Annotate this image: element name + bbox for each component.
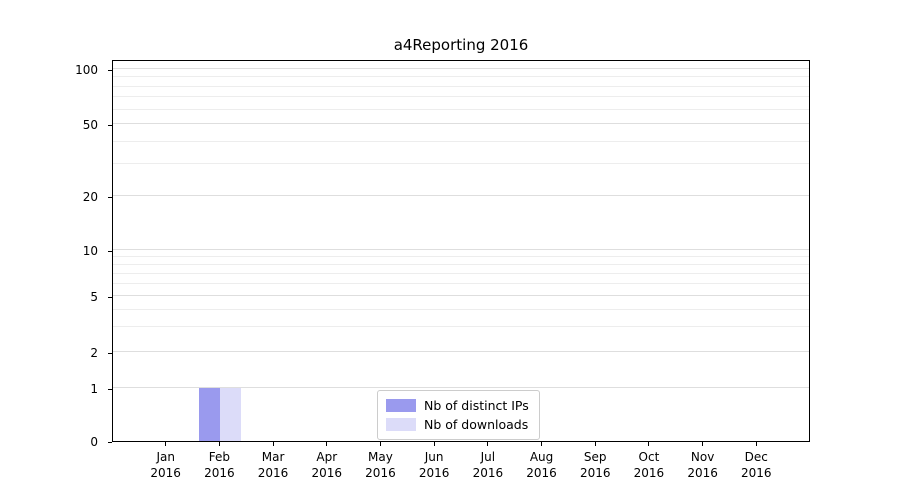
x-tick-mark [648,442,650,446]
x-tick-year: 2016 [204,466,235,480]
y-tick-mark [108,197,112,198]
y-axis: 0 1 2 5 10 20 50 100 [0,60,112,449]
y-tick-mark [108,70,112,71]
x-tick-year: 2016 [579,466,611,480]
plot-area: Nb of distinct IPs Nb of downloads [112,60,810,442]
x-tick-label: Apr 2016 [295,449,359,481]
y-tick-label: 2 [90,346,98,360]
y-tick-mark [108,353,112,354]
x-tick-year: 2016 [633,466,665,480]
x-tick-label: Sep 2016 [563,449,627,481]
x-tick-mark [379,442,381,446]
x-tick-month: May [368,450,393,464]
x-tick-month: Dec [744,450,768,464]
y-tick-label: 50 [82,118,98,132]
x-tick-mark [433,442,435,446]
y-gridline-major [113,387,809,388]
x-tick-month: Feb [208,450,230,464]
y-gridline-minor [113,256,809,257]
x-tick-year: 2016 [687,466,718,480]
y-gridline-minor [113,282,809,284]
y-gridline-minor [113,140,809,142]
x-tick-month: Nov [690,450,715,464]
x-tick-year: 2016 [257,466,289,480]
chart-title: a4Reporting 2016 [393,36,529,54]
x-tick-year: 2016 [472,466,504,480]
x-tick-year: 2016 [526,466,557,480]
y-tick-label: 100 [75,63,98,77]
x-axis: Jan 2016 Feb 2016 Mar 2016 Apr 2016 May 2016 Jun 20… [112,442,810,498]
x-tick-label: Dec 2016 [724,449,788,481]
x-tick-label: Feb 2016 [187,449,251,481]
y-gridline-minor [113,308,809,310]
y-tick-mark [108,251,112,252]
x-tick-month: Jan [156,450,175,464]
bar-series-1-month-1 [220,388,242,441]
x-tick-label: Aug 2016 [510,449,574,481]
x-tick-label: Oct 2016 [617,449,681,481]
legend-item-downloads: Nb of downloads [386,415,529,434]
y-gridline-minor [113,326,809,328]
y-gridline-minor [113,263,809,265]
x-tick-label: May 2016 [348,449,412,481]
x-tick-label: Nov 2016 [671,449,735,481]
legend-swatch-downloads [386,418,416,431]
x-tick-mark [755,442,757,446]
x-tick-month: Mar [261,450,285,464]
x-tick-label: Jun 2016 [402,449,466,481]
y-tick-label: 1 [90,382,98,396]
y-gridline-minor [113,85,809,87]
y-gridline-minor [113,163,809,165]
x-tick-mark [272,442,274,446]
legend-item-distinct-ips: Nb of distinct IPs [386,396,529,415]
y-gridline-major [113,68,809,69]
y-gridline-major [113,195,809,196]
x-tick-label: Jan 2016 [134,449,198,481]
x-tick-mark [594,442,596,446]
y-gridline-major [113,249,809,250]
x-tick-mark [541,442,543,446]
x-tick-month: Jun [424,450,444,464]
x-tick-mark [218,442,220,446]
y-gridline-major [113,295,809,296]
y-tick-label: 10 [82,244,98,258]
legend: Nb of distinct IPs Nb of downloads [377,390,540,440]
y-gridline-major [113,123,809,124]
legend-label-downloads: Nb of downloads [424,417,529,432]
x-tick-month: Aug [529,450,554,464]
y-gridline-minor [113,76,809,78]
y-gridline-minor [113,272,809,274]
x-tick-mark [326,442,328,446]
x-tick-label: Mar 2016 [241,449,305,481]
legend-swatch-distinct-ips [386,399,416,412]
legend-label-distinct-ips: Nb of distinct IPs [424,398,529,413]
y-tick-label: 20 [82,190,98,204]
y-gridline-minor [113,96,809,98]
y-tick-label: 5 [90,290,98,304]
x-tick-month: Apr [316,450,338,464]
x-tick-year: 2016 [311,466,343,480]
y-tick-label: 0 [90,435,98,449]
y-gridline-major [113,351,809,352]
x-tick-mark [487,442,489,446]
x-tick-label: Jul 2016 [456,449,520,481]
x-tick-mark [702,442,704,446]
x-tick-month: Jul [480,450,496,464]
x-tick-year: 2016 [741,466,772,480]
x-tick-year: 2016 [418,466,450,480]
x-tick-month: Sep [583,450,607,464]
x-tick-month: Oct [638,450,660,464]
x-tick-year: 2016 [365,466,396,480]
y-tick-mark [108,125,112,126]
y-tick-mark [108,297,112,298]
y-tick-mark [108,389,112,390]
y-tick-mark [108,442,112,443]
y-gridline-minor [113,108,809,110]
bar-series-0-month-1 [199,388,221,441]
x-tick-year: 2016 [150,466,181,480]
x-tick-mark [165,442,167,446]
